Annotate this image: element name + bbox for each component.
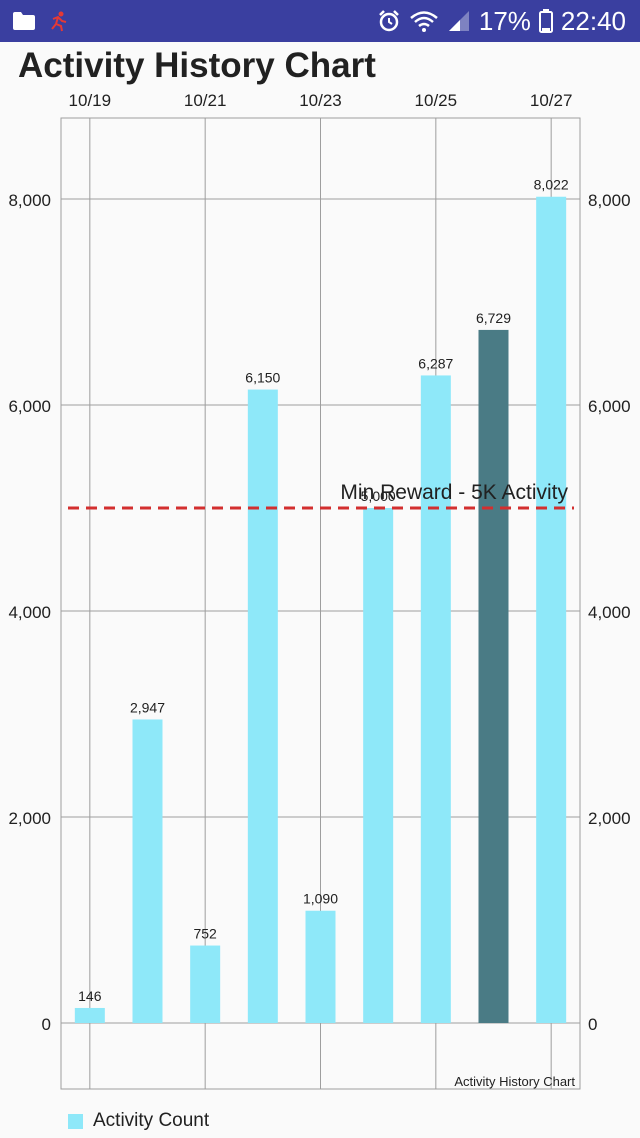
page-title: Activity History Chart bbox=[18, 46, 376, 85]
y-tick-label-left: 2,000 bbox=[8, 809, 51, 828]
bar bbox=[74, 1007, 105, 1023]
bar bbox=[363, 508, 394, 1023]
y-tick-label-left: 8,000 bbox=[8, 191, 51, 210]
y-tick-label-right: 2,000 bbox=[588, 809, 631, 828]
bar bbox=[305, 910, 336, 1023]
status-bar-left bbox=[0, 10, 70, 32]
bar-value-label: 6,150 bbox=[245, 370, 280, 386]
activity-bar-chart[interactable]: 0 0 2,000 2,000 4,000 4,000 6,000 6,000 8,000 8,0… bbox=[0, 84, 640, 1104]
bar-value-label: 1,090 bbox=[303, 891, 338, 907]
battery-percent: 17% bbox=[478, 5, 531, 36]
bar bbox=[478, 329, 509, 1024]
y-tick-label-left: 0 bbox=[42, 1015, 51, 1034]
bar-value-label: 6,729 bbox=[476, 310, 511, 326]
bar bbox=[132, 719, 163, 1023]
chart-legend: Activity Count bbox=[68, 1110, 209, 1132]
bar bbox=[536, 196, 567, 1023]
status-bar-right: 17% 22:40 bbox=[377, 6, 640, 37]
bar-value-label: 2,947 bbox=[130, 699, 165, 715]
clock: 22:40 bbox=[560, 5, 626, 36]
y-tick-label-right: 4,000 bbox=[588, 603, 631, 622]
y-tick-label-left: 6,000 bbox=[8, 397, 51, 416]
bar bbox=[420, 375, 451, 1024]
x-tick-label: 10/27 bbox=[530, 91, 573, 110]
x-tick-label: 10/23 bbox=[299, 91, 342, 110]
legend-label: Activity Count bbox=[93, 1110, 210, 1131]
x-tick-label: 10/25 bbox=[415, 91, 458, 110]
chart-description: Activity History Chart bbox=[454, 1074, 575, 1089]
x-tick-label: 10/19 bbox=[69, 91, 112, 110]
y-tick-label-right: 6,000 bbox=[588, 397, 631, 416]
app-notification-icon bbox=[51, 11, 67, 32]
folder-icon bbox=[13, 12, 35, 30]
bar-value-label: 752 bbox=[193, 926, 217, 942]
alarm-icon bbox=[378, 10, 399, 32]
x-tick-label: 10/21 bbox=[184, 91, 227, 110]
y-tick-label-left: 4,000 bbox=[8, 603, 51, 622]
bar bbox=[247, 389, 278, 1023]
bar-value-label: 6,287 bbox=[418, 355, 453, 371]
bar-value-label: 8,022 bbox=[534, 177, 569, 193]
status-bar: 17% 22:40 bbox=[0, 0, 640, 42]
limit-line-label: Min Reward - 5K Activity bbox=[340, 481, 568, 504]
bar-value-label: 5,000 bbox=[361, 488, 396, 504]
legend-swatch bbox=[68, 1113, 83, 1129]
bar bbox=[190, 945, 221, 1023]
battery-icon bbox=[538, 9, 553, 33]
y-tick-label-right: 0 bbox=[588, 1015, 597, 1034]
bar-value-label: 146 bbox=[78, 988, 102, 1004]
signal-icon bbox=[448, 11, 469, 31]
y-tick-label-right: 8,000 bbox=[588, 191, 631, 210]
wifi-icon bbox=[410, 11, 438, 32]
